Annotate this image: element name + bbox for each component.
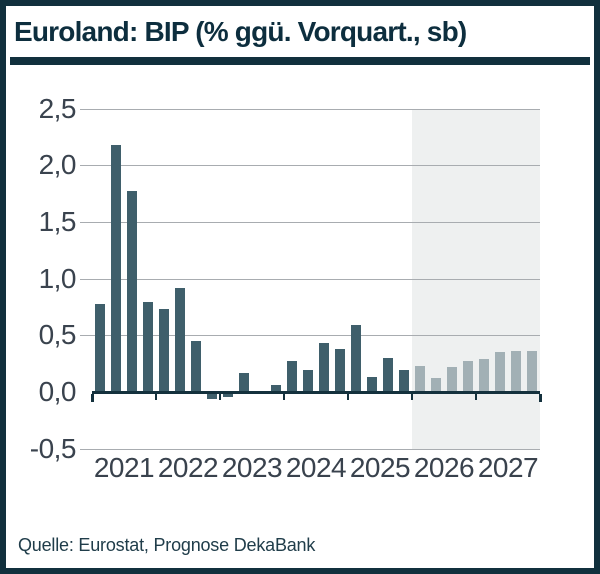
axis-tick: [283, 394, 285, 400]
y-axis-label: 0,0: [38, 376, 77, 407]
bar-2027-q1: [479, 359, 489, 392]
axis-line: [92, 391, 540, 394]
x-axis-label-2024: 2024: [285, 452, 347, 483]
chart-title: Euroland: BIP (% ggü. Vorquart., sb): [14, 16, 467, 47]
y-axis-label: 1,5: [38, 206, 77, 237]
bar-2027-q4: [527, 351, 537, 392]
y-axis-label: 0,5: [38, 319, 77, 350]
gridline-1.5: [80, 222, 540, 223]
x-axis-label-2027: 2027: [477, 452, 539, 483]
bar-2021-q3: [127, 191, 137, 392]
axis-tick: [475, 394, 477, 400]
y-axis-label: 2,5: [38, 93, 77, 124]
bar-2026-q2: [431, 378, 441, 392]
source-caption: Quelle: Eurostat, Prognose DekaBank: [18, 535, 316, 555]
x-axis-label-2022: 2022: [157, 452, 219, 483]
axis-tick: [91, 394, 94, 402]
bar-2022-q1: [159, 309, 169, 392]
bar-2025-q1: [351, 325, 361, 392]
bar-2024-q4: [335, 349, 345, 392]
bar-2022-q2: [175, 288, 185, 392]
x-axis-label-2023: 2023: [221, 452, 283, 483]
gridline-1: [80, 279, 540, 280]
y-axis-label: 1,0: [38, 263, 77, 294]
bar-2021-q4: [143, 302, 153, 392]
y-axis-label: 2,0: [38, 149, 77, 180]
bar-2026-q3: [447, 367, 457, 392]
bar-2024-q2: [303, 370, 313, 392]
title-rule: [10, 57, 590, 65]
bar-2025-q3: [383, 358, 393, 392]
bar-2021-q2: [111, 145, 121, 392]
bar-2023-q4: [271, 385, 281, 392]
axis-tick: [347, 394, 349, 400]
bar-2027-q3: [511, 351, 521, 392]
bar-2026-q4: [463, 361, 473, 392]
gridline-2.5: [80, 109, 540, 110]
bar-2025-q4: [399, 370, 409, 392]
axis-tick: [411, 394, 413, 400]
x-axis-label-2025: 2025: [349, 452, 411, 483]
gridline-2: [80, 165, 540, 166]
bar-2026-q1: [415, 366, 425, 392]
axis-tick: [155, 394, 157, 400]
axis-tick: [219, 394, 221, 400]
gridline--0.5: [80, 449, 540, 450]
bar-2021-q1: [95, 304, 105, 392]
x-axis-label-2021: 2021: [93, 452, 155, 483]
bar-2022-q3: [191, 341, 201, 392]
bar-2025-q2: [367, 377, 377, 392]
y-axis-label: -0,5: [29, 433, 77, 464]
bar-2023-q1: [223, 392, 233, 397]
bar-2024-q1: [287, 361, 297, 392]
bar-2024-q3: [319, 343, 329, 392]
bar-2027-q2: [495, 352, 505, 392]
bar-2023-q2: [239, 373, 249, 392]
bar-2022-q4: [207, 392, 217, 399]
axis-tick: [539, 394, 542, 402]
gridline-0.5: [80, 335, 540, 336]
x-axis-label-2026: 2026: [413, 452, 475, 483]
